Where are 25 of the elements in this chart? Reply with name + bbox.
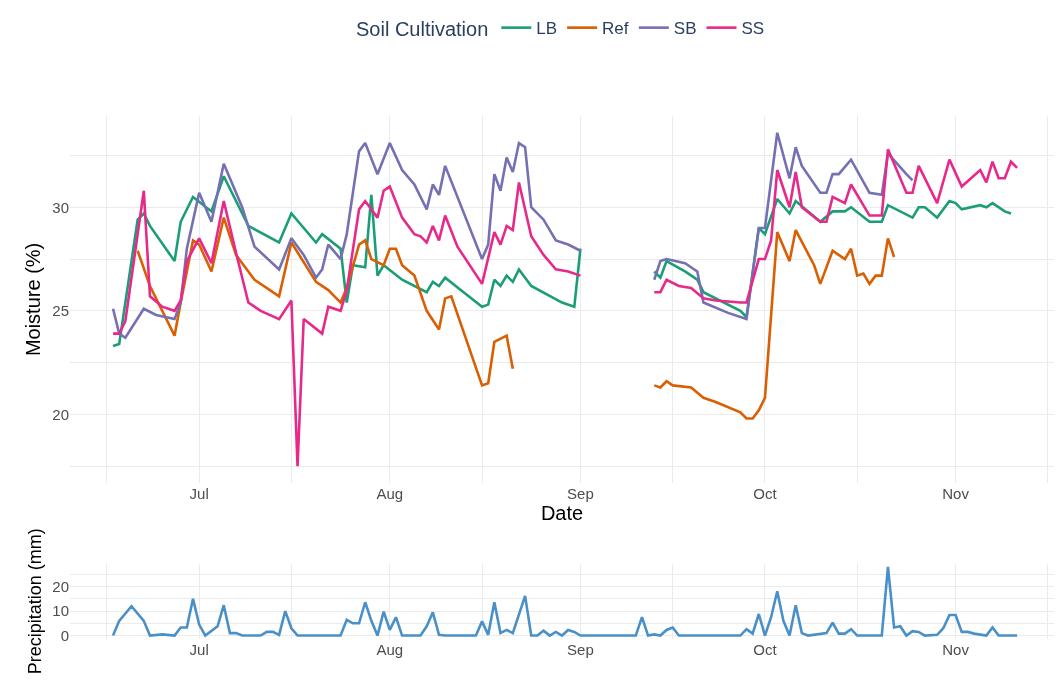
x-tick-label: Sep	[567, 484, 594, 502]
legend-label: SB	[673, 19, 697, 39]
y-tick-label: 0	[60, 626, 69, 644]
y-tick-label: 10	[52, 602, 69, 620]
x-tick-label: Nov	[942, 641, 970, 658]
x-tick-label: Jul	[189, 641, 209, 658]
y-axis-title: Moisture (%)	[21, 242, 44, 357]
y-axis-title: Precipitation (mm)	[24, 528, 45, 675]
y-tick-label: 20	[52, 405, 69, 423]
legend-label: SS	[741, 19, 765, 39]
x-tick-label: Jul	[189, 484, 209, 502]
y-tick-label: 30	[52, 198, 69, 216]
legend-title: Soil Cultivation	[356, 18, 489, 41]
x-tick-label: Oct	[753, 484, 778, 502]
x-tick-label: Aug	[376, 641, 404, 658]
legend-label: Ref	[602, 19, 629, 39]
x-tick-label: Nov	[942, 484, 970, 502]
y-tick-label: 20	[52, 577, 69, 595]
legend-label: LB	[536, 19, 558, 39]
x-tick-label: Oct	[753, 641, 778, 658]
x-tick-label: Sep	[567, 641, 594, 658]
y-tick-label: 25	[52, 302, 69, 320]
x-tick-label: Aug	[376, 484, 404, 502]
line-series	[111, 565, 1019, 637]
x-axis-title: Date	[540, 501, 584, 524]
